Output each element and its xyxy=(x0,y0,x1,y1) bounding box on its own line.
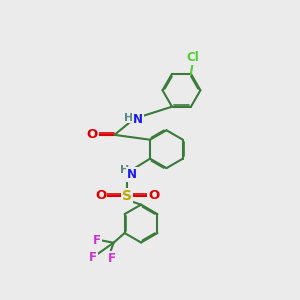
Text: O: O xyxy=(86,128,98,141)
Text: Cl: Cl xyxy=(186,51,199,64)
Text: N: N xyxy=(127,168,137,181)
Text: H: H xyxy=(120,165,130,175)
Text: S: S xyxy=(122,189,132,203)
Text: H: H xyxy=(124,112,134,122)
Text: F: F xyxy=(93,234,101,247)
Text: O: O xyxy=(148,189,159,203)
Text: F: F xyxy=(89,251,97,265)
Text: O: O xyxy=(95,189,106,203)
Text: F: F xyxy=(108,252,116,266)
Text: N: N xyxy=(133,113,142,126)
